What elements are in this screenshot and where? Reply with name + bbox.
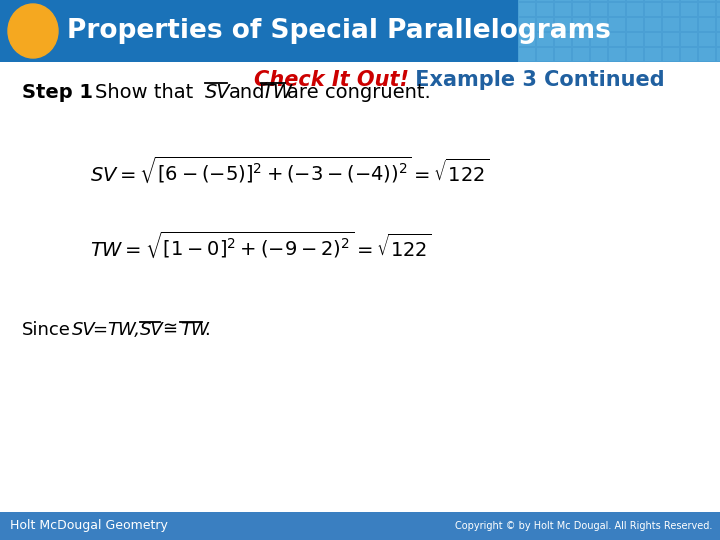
Text: SV: SV xyxy=(140,321,163,339)
Text: Holt McDougal Geometry: Holt McDougal Geometry xyxy=(10,519,168,532)
Text: Copyright © by Holt Mc Dougal. All Rights Reserved.: Copyright © by Holt Mc Dougal. All Right… xyxy=(454,521,712,531)
FancyBboxPatch shape xyxy=(573,3,589,16)
FancyBboxPatch shape xyxy=(627,33,643,46)
FancyBboxPatch shape xyxy=(663,18,679,31)
FancyBboxPatch shape xyxy=(609,18,625,31)
FancyBboxPatch shape xyxy=(573,18,589,31)
FancyBboxPatch shape xyxy=(681,48,697,61)
Text: Check It Out!: Check It Out! xyxy=(254,70,409,90)
Text: TW,: TW, xyxy=(107,321,140,339)
FancyBboxPatch shape xyxy=(537,33,553,46)
FancyBboxPatch shape xyxy=(699,33,715,46)
FancyBboxPatch shape xyxy=(537,48,553,61)
FancyBboxPatch shape xyxy=(699,18,715,31)
FancyBboxPatch shape xyxy=(645,33,661,46)
FancyBboxPatch shape xyxy=(645,0,661,1)
Text: =: = xyxy=(92,321,107,339)
FancyBboxPatch shape xyxy=(519,48,535,61)
FancyBboxPatch shape xyxy=(0,0,518,62)
FancyBboxPatch shape xyxy=(519,3,535,16)
FancyBboxPatch shape xyxy=(645,18,661,31)
Ellipse shape xyxy=(8,4,58,58)
Text: $\mathit{SV} = \sqrt{\left[6-(-5)\right]^2+\left(-3-(-4)\right)^2} = \sqrt{122}$: $\mathit{SV} = \sqrt{\left[6-(-5)\right]… xyxy=(90,155,490,185)
FancyBboxPatch shape xyxy=(518,0,720,62)
FancyBboxPatch shape xyxy=(609,0,625,1)
FancyBboxPatch shape xyxy=(0,62,720,98)
FancyBboxPatch shape xyxy=(0,512,720,540)
FancyBboxPatch shape xyxy=(681,0,697,1)
Text: Example 3 Continued: Example 3 Continued xyxy=(408,70,665,90)
FancyBboxPatch shape xyxy=(555,33,571,46)
FancyBboxPatch shape xyxy=(555,18,571,31)
FancyBboxPatch shape xyxy=(573,33,589,46)
Text: Show that: Show that xyxy=(95,83,193,102)
FancyBboxPatch shape xyxy=(717,3,720,16)
FancyBboxPatch shape xyxy=(591,33,607,46)
FancyBboxPatch shape xyxy=(627,3,643,16)
FancyBboxPatch shape xyxy=(663,0,679,1)
FancyBboxPatch shape xyxy=(555,48,571,61)
FancyBboxPatch shape xyxy=(627,18,643,31)
Text: and: and xyxy=(229,83,266,102)
FancyBboxPatch shape xyxy=(591,3,607,16)
Text: TW: TW xyxy=(180,321,209,339)
FancyBboxPatch shape xyxy=(609,48,625,61)
FancyBboxPatch shape xyxy=(717,33,720,46)
FancyBboxPatch shape xyxy=(573,48,589,61)
Text: TW: TW xyxy=(261,83,292,102)
FancyBboxPatch shape xyxy=(609,33,625,46)
Text: SV: SV xyxy=(205,83,230,102)
FancyBboxPatch shape xyxy=(627,0,643,1)
FancyBboxPatch shape xyxy=(537,18,553,31)
FancyBboxPatch shape xyxy=(663,48,679,61)
FancyBboxPatch shape xyxy=(717,0,720,1)
FancyBboxPatch shape xyxy=(537,0,553,1)
FancyBboxPatch shape xyxy=(663,3,679,16)
Text: are congruent.: are congruent. xyxy=(287,83,431,102)
FancyBboxPatch shape xyxy=(699,48,715,61)
FancyBboxPatch shape xyxy=(537,3,553,16)
FancyBboxPatch shape xyxy=(663,33,679,46)
Text: Properties of Special Parallelograms: Properties of Special Parallelograms xyxy=(67,18,611,44)
FancyBboxPatch shape xyxy=(645,3,661,16)
Text: $\mathit{TW} = \sqrt{\left[1-0\right]^2+\left(-9-2\right)^2} = \sqrt{122}$: $\mathit{TW} = \sqrt{\left[1-0\right]^2+… xyxy=(90,230,432,260)
FancyBboxPatch shape xyxy=(609,3,625,16)
FancyBboxPatch shape xyxy=(681,18,697,31)
FancyBboxPatch shape xyxy=(645,48,661,61)
FancyBboxPatch shape xyxy=(555,0,571,1)
Text: ≅: ≅ xyxy=(162,321,177,339)
Text: Since: Since xyxy=(22,321,71,339)
FancyBboxPatch shape xyxy=(591,0,607,1)
FancyBboxPatch shape xyxy=(591,18,607,31)
FancyBboxPatch shape xyxy=(699,3,715,16)
FancyBboxPatch shape xyxy=(681,33,697,46)
FancyBboxPatch shape xyxy=(591,48,607,61)
FancyBboxPatch shape xyxy=(717,48,720,61)
FancyBboxPatch shape xyxy=(555,3,571,16)
FancyBboxPatch shape xyxy=(699,0,715,1)
FancyBboxPatch shape xyxy=(681,3,697,16)
FancyBboxPatch shape xyxy=(519,18,535,31)
Text: SV: SV xyxy=(72,321,96,339)
Text: .: . xyxy=(204,321,210,339)
FancyBboxPatch shape xyxy=(519,0,535,1)
FancyBboxPatch shape xyxy=(627,48,643,61)
FancyBboxPatch shape xyxy=(717,18,720,31)
FancyBboxPatch shape xyxy=(573,0,589,1)
Text: Step 1: Step 1 xyxy=(22,83,93,102)
FancyBboxPatch shape xyxy=(519,33,535,46)
